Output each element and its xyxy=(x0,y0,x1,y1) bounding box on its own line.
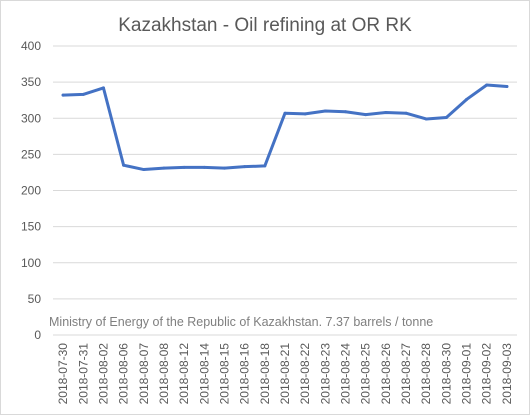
y-tick-label: 350 xyxy=(21,75,41,89)
x-tick-label: 2018-08-08 xyxy=(157,343,171,405)
gridlines xyxy=(53,45,517,336)
data-point xyxy=(444,116,448,120)
data-point xyxy=(81,92,85,96)
data-point xyxy=(303,112,307,116)
y-tick-label: 250 xyxy=(21,147,41,161)
data-point xyxy=(283,111,287,115)
x-tick-label: 2018-09-03 xyxy=(500,343,514,405)
data-point xyxy=(424,117,428,121)
x-tick-label: 2018-08-28 xyxy=(419,343,433,405)
series-group xyxy=(61,83,509,172)
x-tick-label: 2018-08-24 xyxy=(339,343,353,405)
data-point xyxy=(142,168,146,172)
x-tick-label: 2018-08-23 xyxy=(318,343,332,405)
x-tick-label: 2018-07-30 xyxy=(56,343,70,405)
x-tick-label: 2018-08-06 xyxy=(117,343,131,405)
y-tick-label: 100 xyxy=(21,256,41,270)
source-annotation: Ministry of Energy of the Republic of Ka… xyxy=(49,315,433,329)
y-tick-label: 200 xyxy=(21,184,41,198)
x-tick-label: 2018-08-07 xyxy=(137,343,151,405)
data-point xyxy=(61,93,65,97)
x-tick-label: 2018-09-02 xyxy=(480,343,494,405)
x-axis-ticks: 2018-07-30 2018-07-31 2018-08-02 2018-08-06… xyxy=(56,343,514,405)
x-tick-label: 2018-08-15 xyxy=(217,343,231,405)
data-point xyxy=(243,165,247,169)
data-point xyxy=(505,84,509,88)
data-point xyxy=(485,83,489,87)
y-tick-label: 0 xyxy=(34,328,41,342)
y-tick-label: 400 xyxy=(21,39,41,53)
data-point xyxy=(344,110,348,114)
data-point xyxy=(182,165,186,169)
data-point xyxy=(263,164,267,168)
x-tick-label: 2018-07-31 xyxy=(76,343,90,405)
y-tick-label: 150 xyxy=(21,220,41,234)
chart-title: Kazakhstan - Oil refining at OR RK xyxy=(118,15,412,36)
data-point xyxy=(222,166,226,170)
x-tick-label: 2018-09-01 xyxy=(460,343,474,405)
x-tick-label: 2018-08-27 xyxy=(399,343,413,405)
x-tick-label: 2018-08-26 xyxy=(379,343,393,405)
x-tick-label: 2018-08-14 xyxy=(197,343,211,405)
x-tick-label: 2018-08-21 xyxy=(278,343,292,405)
y-tick-label: 50 xyxy=(28,292,42,306)
x-tick-label: 2018-08-25 xyxy=(359,343,373,405)
series-line xyxy=(61,83,509,172)
data-point xyxy=(162,166,166,170)
data-point xyxy=(465,97,469,101)
data-point xyxy=(101,86,105,90)
x-tick-label: 2018-08-22 xyxy=(298,343,312,405)
x-tick-label: 2018-08-02 xyxy=(96,343,110,405)
x-tick-label: 2018-08-30 xyxy=(439,343,453,405)
data-point xyxy=(323,109,327,113)
y-tick-label: 300 xyxy=(21,111,41,125)
data-point xyxy=(202,165,206,169)
data-point xyxy=(384,110,388,114)
x-tick-label: 2018-08-16 xyxy=(238,343,252,405)
x-tick-label: 2018-08-18 xyxy=(258,343,272,405)
data-point xyxy=(364,113,368,117)
data-point xyxy=(404,111,408,115)
data-point xyxy=(122,163,126,167)
y-axis-ticks: 0 50 100 150 200 250 300 350 400 xyxy=(21,39,41,342)
x-tick-label: 2018-08-12 xyxy=(177,343,191,405)
